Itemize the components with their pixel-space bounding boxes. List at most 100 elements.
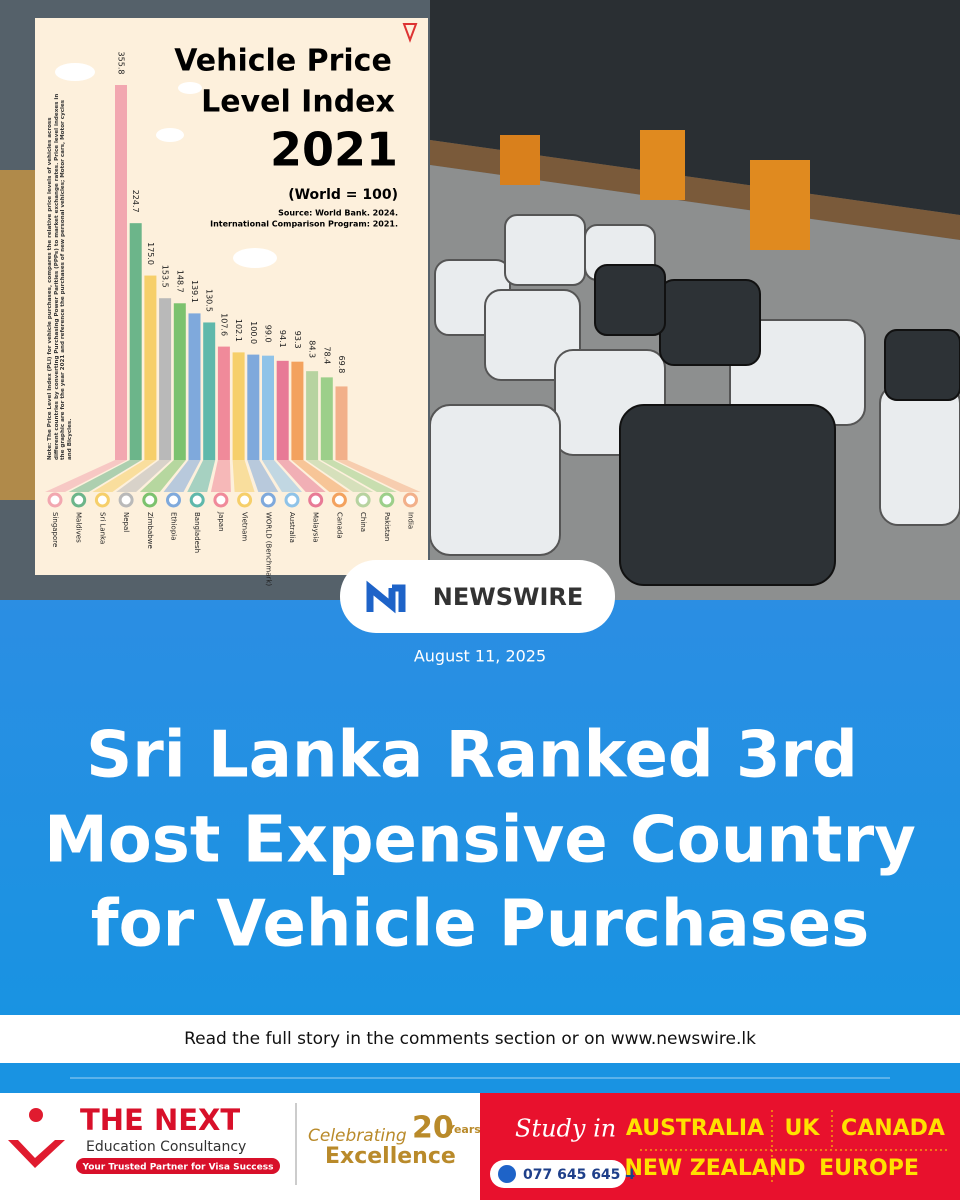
bar-fan: [262, 460, 302, 492]
category-label: Australia: [288, 512, 296, 543]
ad-country: NEW ZEALAND: [624, 1156, 805, 1181]
bar: [159, 298, 172, 460]
chart-subtitle: 2021: [270, 123, 398, 177]
bar-fan: [68, 460, 142, 492]
bar-fan: [335, 460, 421, 492]
value-label: 224.7: [131, 190, 140, 213]
footer: Read the full story in the comments sect…: [184, 1029, 756, 1049]
benchmark-note: (World = 100): [288, 187, 398, 203]
bar-fan: [210, 460, 231, 492]
bar: [217, 346, 230, 460]
flag: [213, 492, 229, 508]
value-label: 107.6: [219, 313, 228, 336]
chart-title: Vehicle Price: [174, 44, 392, 79]
ad-tagline: Your Trusted Partner for Visa Success: [82, 1163, 274, 1173]
flag: [166, 492, 181, 508]
category-label: Japan: [217, 511, 225, 532]
flag: [71, 492, 87, 508]
flag: [189, 492, 205, 508]
chart-title: Level Index: [201, 85, 395, 120]
bar: [203, 322, 216, 460]
bar: [335, 386, 348, 460]
category-label: Ethiopia: [170, 512, 178, 541]
flag: [284, 492, 300, 508]
date: August 11, 2025: [414, 647, 546, 666]
ad-years: 20: [412, 1111, 454, 1146]
footer-band: [0, 1015, 960, 1063]
flag: [94, 492, 110, 508]
bar: [115, 85, 127, 460]
flag: [355, 492, 371, 508]
chart-note: Note: The Price Level Index (PLI) for ve…: [47, 93, 73, 460]
category-label: Singapore: [51, 512, 59, 547]
bar-fan: [247, 460, 279, 492]
flag: [403, 492, 418, 508]
ad-excellence: Excellence: [325, 1144, 456, 1169]
flag: [118, 492, 134, 508]
bar-fan: [163, 460, 201, 492]
value-label: 69.8: [337, 356, 346, 374]
bar-fan: [116, 460, 172, 492]
category-label: China: [359, 512, 367, 532]
chart-panel: Vehicle Price Level Index 2021 (World = …: [35, 18, 428, 586]
category-label: Canada: [335, 512, 343, 539]
bar: [232, 352, 245, 460]
source: Source: World Bank. 2024.: [278, 209, 398, 218]
bar-fan: [276, 460, 326, 492]
flag: [260, 492, 276, 508]
ad: THE NEXT Education Consultancy Your Trus…: [0, 1093, 960, 1200]
bar: [247, 354, 260, 460]
category-label: Malaysia: [312, 512, 320, 543]
ad-logo: THE NEXT: [80, 1103, 240, 1137]
photo: [0, 0, 960, 600]
value-label: 102.1: [234, 319, 243, 342]
bar-fan: [320, 460, 397, 492]
bar: [129, 223, 142, 460]
ad-celebrating: Celebrating: [308, 1126, 407, 1146]
category-label: Nepal: [122, 512, 130, 532]
flag: [379, 492, 395, 508]
category-label: Sri Lanka: [98, 512, 106, 544]
ad-phone: 077 645 645 4: [523, 1167, 635, 1183]
bar: [188, 313, 201, 460]
bar-fan: [139, 460, 186, 492]
bar-fan: [306, 460, 374, 492]
flag: [237, 492, 253, 508]
ad-subtitle: Education Consultancy: [86, 1139, 246, 1155]
category-label: Bangladesh: [193, 512, 201, 553]
bar: [144, 275, 157, 460]
value-label: 153.5: [161, 265, 170, 288]
bar: [291, 361, 304, 460]
bar: [173, 303, 186, 460]
ad-study: Study in: [515, 1115, 616, 1143]
value-label: 139.1: [190, 280, 199, 303]
ad-country: CANADA: [841, 1116, 945, 1141]
flag: [47, 492, 63, 508]
brand: NEWSWIRE: [433, 583, 584, 611]
headline: Sri Lanka Ranked 3rd: [86, 719, 858, 793]
value-label: 100.0: [249, 321, 258, 344]
value-label: 99.0: [264, 325, 273, 343]
bar-fan: [232, 460, 255, 492]
source: International Comparison Program: 2021.: [210, 220, 398, 229]
value-label: 84.3: [308, 340, 317, 358]
category-label: India: [407, 512, 415, 529]
ad-country: EUROPE: [819, 1156, 919, 1181]
category-label: Vietnam: [241, 512, 249, 541]
bar: [262, 355, 274, 460]
value-label: 175.0: [146, 242, 155, 265]
category-label: Maldives: [75, 512, 83, 543]
value-label: 78.4: [322, 346, 331, 364]
category-label: WORLD (Benchmark): [264, 512, 272, 586]
category-label: Pakistan: [383, 512, 391, 541]
headline-panel: [0, 600, 960, 1015]
bar-fan: [187, 460, 216, 492]
ad-country: AUSTRALIA: [626, 1116, 764, 1141]
category-label: Zimbabwe: [146, 512, 154, 549]
bar-fan: [92, 460, 157, 492]
value-label: 93.3: [293, 331, 302, 349]
value-label: 94.1: [278, 330, 287, 348]
flag: [331, 492, 347, 508]
